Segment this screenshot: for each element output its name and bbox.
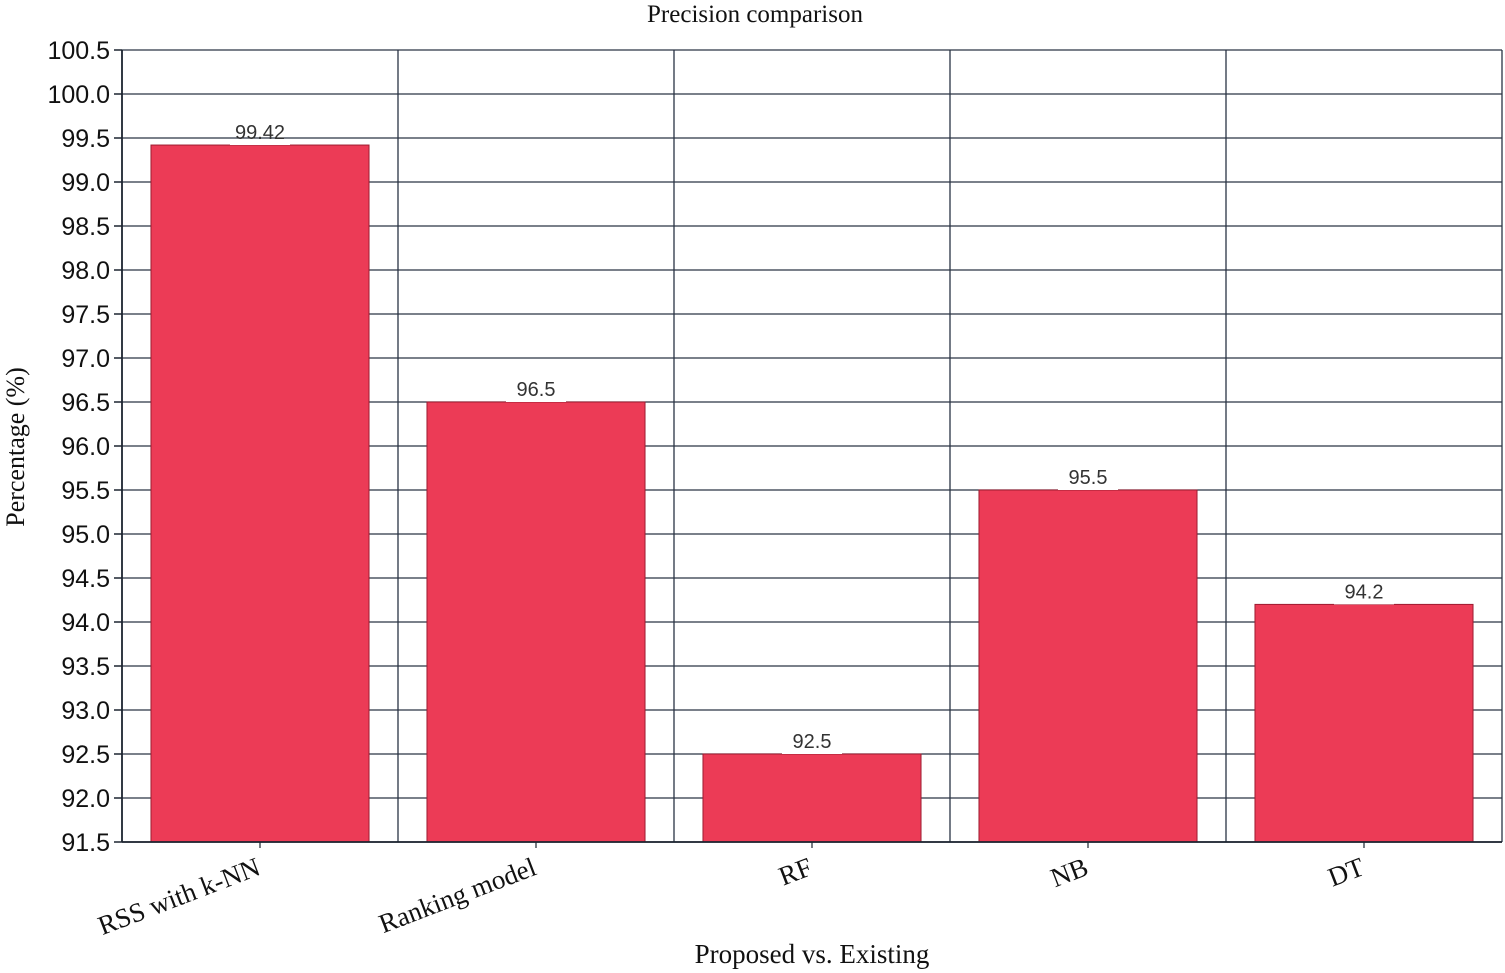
y-tick-label: 98.5 xyxy=(61,213,110,241)
y-tick-labels: 91.5 92.0 92.5 93.0 93.5 94.0 94.5 95.0 95.5 96.0… xyxy=(47,37,110,857)
y-tick-label: 95.5 xyxy=(61,477,110,505)
chart-title: Precision comparison xyxy=(647,1,863,28)
y-tick-label: 93.5 xyxy=(61,653,110,681)
data-label-underline xyxy=(1334,600,1394,605)
y-tick-label: 100.5 xyxy=(47,37,110,65)
x-tick-label: RF xyxy=(775,852,817,892)
bar-series xyxy=(150,144,1474,843)
y-tick-label: 92.5 xyxy=(61,741,110,769)
y-axis-title: Percentage (%) xyxy=(1,367,30,527)
x-axis-title: Proposed vs. Existing xyxy=(695,939,930,969)
x-tick-label: NB xyxy=(1046,852,1092,893)
y-tick-label: 97.5 xyxy=(61,301,110,329)
y-tick-label: 99.0 xyxy=(61,169,110,197)
y-tick-label: 97.0 xyxy=(61,345,110,373)
bar xyxy=(150,144,370,843)
y-tick-label: 94.0 xyxy=(61,609,110,637)
x-tick-labels: RSS with k-NN Ranking model RF NB DT xyxy=(94,851,1369,940)
y-tick-label: 91.5 xyxy=(61,829,110,857)
x-tick-label: RSS with k-NN xyxy=(94,852,264,941)
data-label: 92.5 xyxy=(793,731,832,753)
y-tick-label: 95.0 xyxy=(61,521,110,549)
y-tick-label: 94.5 xyxy=(61,565,110,593)
y-tick-label: 98.0 xyxy=(61,257,110,285)
bar xyxy=(1254,603,1474,843)
data-labels: 99.42 96.5 92.5 95.5 94.2 xyxy=(230,122,1394,754)
bar xyxy=(978,489,1198,843)
data-label: 94.2 xyxy=(1345,581,1384,603)
x-tick-label: Ranking model xyxy=(375,852,540,939)
data-label-underline xyxy=(230,141,290,146)
y-tick-label: 93.0 xyxy=(61,697,110,725)
data-label: 95.5 xyxy=(1069,467,1108,489)
data-label-underline xyxy=(506,398,566,402)
axes xyxy=(114,49,1502,848)
y-tick-label: 92.0 xyxy=(61,785,110,813)
bar xyxy=(426,401,646,843)
y-tick-label: 99.5 xyxy=(61,125,110,153)
y-tick-label: 96.0 xyxy=(61,433,110,461)
y-tick-label: 96.5 xyxy=(61,389,110,417)
x-tick-label: DT xyxy=(1324,851,1369,892)
data-label-underline xyxy=(1058,486,1118,490)
data-label-underline xyxy=(782,750,842,754)
data-label: 96.5 xyxy=(517,379,556,401)
y-tick-label: 100.0 xyxy=(47,81,110,109)
bar xyxy=(702,753,922,843)
data-label: 99.42 xyxy=(235,122,285,144)
